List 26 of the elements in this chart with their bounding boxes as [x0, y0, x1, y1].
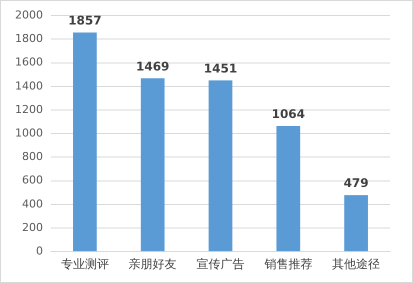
- bar: [344, 195, 368, 252]
- y-tick-label: 200: [22, 220, 43, 234]
- y-tick-label: 600: [22, 174, 43, 187]
- y-tick-label: 1000: [14, 126, 43, 140]
- bar: [208, 80, 232, 252]
- data-label: 1469: [136, 59, 170, 74]
- y-tick-label: 0: [36, 244, 43, 258]
- bar: [140, 78, 165, 252]
- data-label: 1857: [68, 14, 102, 28]
- y-tick-label: 2000: [14, 8, 43, 22]
- y-tick-label: 800: [22, 150, 43, 164]
- y-tick-label: 1400: [14, 79, 43, 92]
- x-tick-label: 宣传广告: [196, 256, 244, 271]
- x-tick-label: 其他途径: [332, 256, 380, 271]
- data-label: 479: [344, 176, 369, 190]
- x-tick-label: 亲朋好友: [128, 256, 177, 271]
- x-tick-label: 销售推荐: [263, 256, 312, 271]
- y-tick-label: 1600: [14, 56, 43, 69]
- y-tick-label: 1200: [14, 102, 43, 116]
- bar: [73, 32, 97, 252]
- x-tick-label: 专业测评: [60, 256, 109, 271]
- data-label: 1451: [204, 62, 238, 76]
- data-label: 1064: [272, 107, 305, 122]
- y-tick-label: 400: [22, 197, 43, 210]
- y-tick-label: 1800: [14, 32, 43, 46]
- bar: [276, 126, 300, 252]
